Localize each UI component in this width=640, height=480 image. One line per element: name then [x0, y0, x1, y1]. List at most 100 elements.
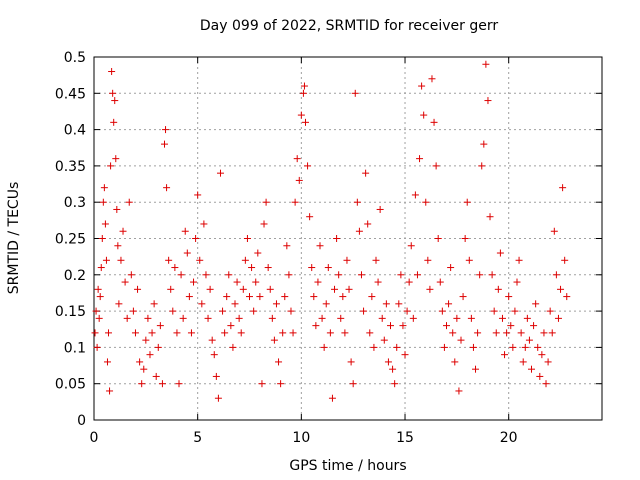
data-point: [472, 365, 480, 373]
data-point: [449, 329, 457, 337]
data-point: [326, 329, 334, 337]
data-point: [283, 242, 291, 250]
data-point: [92, 307, 100, 315]
data-point: [258, 380, 266, 388]
data-point: [384, 358, 392, 366]
data-point: [445, 300, 453, 308]
data-point: [127, 271, 135, 279]
data-point: [98, 235, 106, 242]
y-tick-label: 0.1: [64, 340, 86, 356]
data-point: [175, 380, 183, 388]
data-point: [554, 314, 562, 322]
data-point: [550, 227, 558, 235]
data-point: [469, 343, 477, 351]
data-point: [115, 300, 123, 308]
data-point: [343, 256, 351, 264]
y-tick-label: 0.05: [55, 377, 86, 393]
data-point: [507, 322, 515, 330]
data-point: [299, 89, 307, 97]
data-point: [548, 329, 556, 337]
data-point: [480, 140, 488, 148]
data-point: [134, 285, 142, 293]
data-point: [243, 235, 251, 242]
data-point: [229, 343, 237, 351]
data-point: [517, 329, 525, 337]
data-point: [277, 380, 285, 388]
data-point: [478, 162, 486, 170]
data-point: [254, 249, 262, 257]
data-point: [111, 97, 119, 105]
data-point: [428, 75, 436, 83]
data-point: [256, 293, 264, 301]
data-point: [509, 343, 517, 351]
data-point: [331, 285, 339, 293]
data-point: [177, 271, 185, 279]
data-point: [106, 387, 114, 395]
data-point: [561, 256, 569, 264]
data-point: [102, 256, 110, 264]
data-point: [484, 97, 492, 105]
data-point: [146, 351, 154, 359]
data-point: [513, 278, 521, 286]
data-point: [225, 271, 233, 279]
data-point: [223, 293, 231, 301]
data-point: [260, 220, 268, 228]
data-point: [474, 329, 482, 337]
data-point: [289, 329, 297, 337]
data-point: [442, 322, 450, 330]
data-point: [411, 191, 419, 199]
x-tick-label: 10: [292, 430, 310, 446]
data-point: [353, 198, 361, 206]
data-point: [536, 372, 544, 380]
data-point: [511, 307, 519, 315]
data-point: [328, 394, 336, 402]
data-point: [374, 278, 382, 286]
data-point: [105, 329, 113, 337]
data-point: [95, 314, 103, 322]
data-point: [438, 307, 446, 315]
data-point: [492, 329, 500, 337]
data-point: [395, 300, 403, 308]
data-point: [304, 162, 312, 170]
data-point: [461, 235, 469, 242]
data-point: [196, 256, 204, 264]
data-point: [152, 372, 160, 380]
data-point: [140, 365, 148, 373]
data-point: [387, 322, 395, 330]
y-tick-label: 0.25: [55, 232, 86, 248]
data-point: [100, 184, 108, 192]
data-point: [219, 307, 227, 315]
data-point: [206, 285, 214, 293]
data-point: [237, 329, 245, 337]
data-point: [351, 89, 359, 97]
data-point: [216, 169, 224, 177]
data-point: [150, 300, 158, 308]
data-point: [360, 307, 368, 315]
data-point: [107, 162, 115, 170]
data-point: [389, 365, 397, 373]
data-point: [347, 358, 355, 366]
data-point: [94, 285, 102, 293]
data-point: [498, 314, 506, 322]
data-point: [416, 155, 424, 163]
y-tick-label: 0.2: [64, 268, 86, 284]
data-point: [505, 293, 513, 301]
data-point: [453, 314, 461, 322]
data-point: [530, 322, 538, 330]
y-tick-label: 0.4: [64, 123, 86, 139]
data-point: [185, 293, 193, 301]
data-point: [208, 336, 216, 344]
data-point: [262, 198, 270, 206]
data-point: [538, 351, 546, 359]
data-point: [409, 314, 417, 322]
data-point: [154, 343, 162, 351]
data-point: [103, 358, 111, 366]
data-point: [525, 336, 533, 344]
data-point: [467, 314, 475, 322]
data-point: [557, 285, 565, 293]
data-point: [335, 271, 343, 279]
data-point: [403, 307, 411, 315]
data-point: [281, 293, 289, 301]
data-point: [488, 271, 496, 279]
data-point: [563, 293, 571, 301]
